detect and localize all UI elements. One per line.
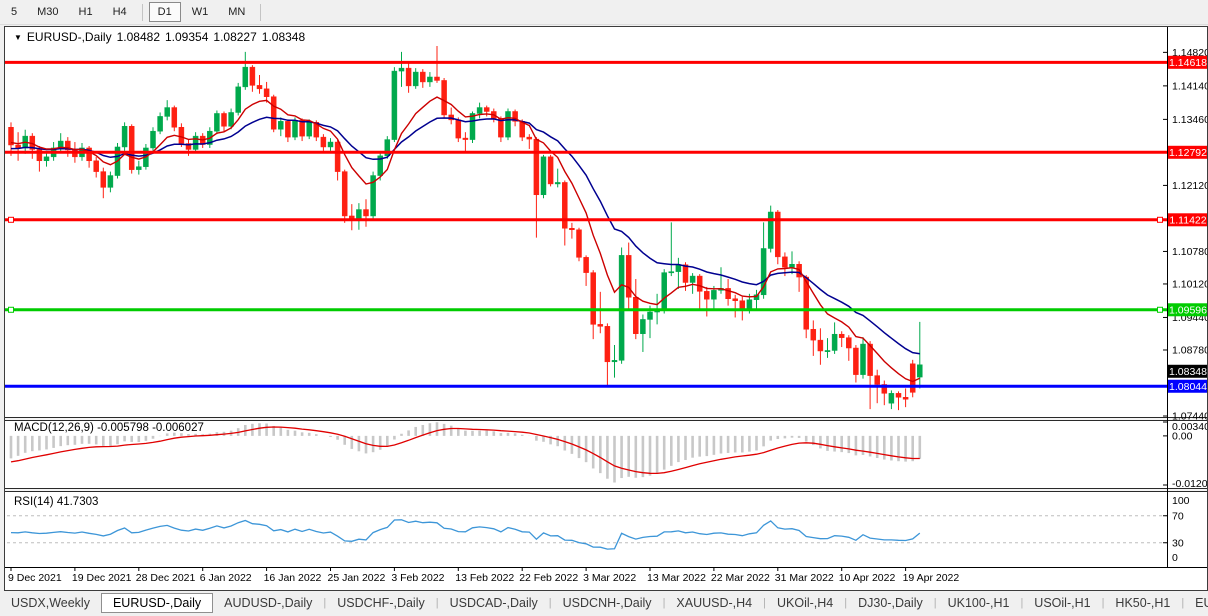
chart-symbol-label: EURUSD-,Daily	[26, 30, 112, 44]
svg-text:1.14140: 1.14140	[1172, 81, 1207, 93]
line-handle	[1157, 216, 1163, 223]
macd-signal-line	[10, 426, 920, 475]
timeframe-button-w1[interactable]: W1	[191, 6, 209, 18]
svg-text:-0.012058: -0.012058	[1172, 478, 1207, 490]
svg-text:6 Jan 2022: 6 Jan 2022	[200, 572, 252, 584]
svg-text:10 Apr 2022: 10 Apr 2022	[839, 572, 896, 584]
chart-tab-audusd-daily[interactable]: AUDUSD-,Daily	[224, 596, 313, 610]
tab-divider: |	[435, 597, 439, 609]
bar-open-value: 1.08482	[116, 30, 160, 44]
svg-text:0.00: 0.00	[1172, 430, 1193, 442]
tab-divider: |	[1020, 597, 1024, 609]
svg-text:1.11422: 1.11422	[1169, 215, 1206, 227]
line-handle	[8, 306, 14, 313]
chart-window: 1.14820 1.14140 1.13460 1.12120 1.10780 1.101…	[4, 26, 1208, 591]
chart-tab-xauusd-h4[interactable]: XAUUSD-,H4	[676, 596, 753, 610]
tab-divider: |	[1181, 597, 1185, 609]
svg-text:1.12120: 1.12120	[1172, 180, 1207, 192]
timeframe-button-5[interactable]: 5	[11, 6, 18, 18]
timeframe-button-mn[interactable]: MN	[228, 6, 246, 18]
svg-text:28 Dec 2021: 28 Dec 2021	[136, 572, 196, 584]
tab-divider: |	[933, 597, 937, 609]
chart-tab-ukoil-h4[interactable]: UKOil-,H4	[777, 596, 834, 610]
svg-text:19 Dec 2021: 19 Dec 2021	[72, 572, 132, 584]
price-chart-canvas[interactable]: 1.148201.141401.134601.121201.107801.101…	[5, 27, 1207, 590]
ma-fast-line	[10, 96, 921, 383]
timeframe-toolbar: 5 M30 H1 H4 D1 W1 MN	[0, 0, 1208, 25]
chart-tab-dj30-daily[interactable]: DJ30-,Daily	[858, 596, 923, 610]
tab-divider: |	[763, 597, 766, 609]
bar-low-value: 1.08227	[213, 30, 257, 44]
tab-divider: |	[662, 597, 666, 609]
rsi-line	[10, 519, 921, 550]
tab-divider: |	[548, 597, 552, 609]
svg-text:30: 30	[1172, 537, 1184, 549]
timeframe-button-h4[interactable]: H4	[112, 6, 127, 18]
svg-text:22 Feb 2022: 22 Feb 2022	[519, 572, 578, 584]
bar-close-value: 1.08348	[261, 30, 306, 44]
svg-text:13 Mar 2022: 13 Mar 2022	[647, 572, 706, 584]
chart-tabs-bar: USDX,Weekly EURUSD-,Daily AUDUSD-,Daily | US…	[0, 592, 1208, 614]
chart-tab-uk100-h1[interactable]: UK100-,H1	[947, 596, 1010, 610]
svg-text:1.14618: 1.14618	[1169, 57, 1207, 69]
tab-divider: |	[1101, 597, 1105, 609]
timeframe-button-h1[interactable]: H1	[78, 6, 93, 18]
svg-text:1.13460: 1.13460	[1172, 114, 1207, 126]
chart-tab-hk50-h1[interactable]: HK50-,H1	[1115, 596, 1171, 610]
toolbar-divider	[141, 3, 143, 21]
chart-tab-usdcad-daily[interactable]: USDCAD-,Daily	[449, 596, 538, 610]
chart-tab-usdx-weekly[interactable]: USDX,Weekly	[11, 596, 90, 610]
chart-tab-usoil-h1[interactable]: USOil-,H1	[1034, 596, 1091, 610]
svg-text:1.09596: 1.09596	[1169, 305, 1207, 317]
svg-text:70: 70	[1172, 510, 1184, 522]
svg-text:1.07440: 1.07440	[1172, 411, 1207, 423]
svg-text:1.08348: 1.08348	[1169, 366, 1207, 378]
svg-text:1.10780: 1.10780	[1172, 246, 1207, 258]
svg-text:16 Jan 2022: 16 Jan 2022	[264, 572, 322, 584]
svg-text:25 Jan 2022: 25 Jan 2022	[328, 572, 386, 584]
rsi-label: RSI(14) 41.7303	[14, 496, 99, 508]
line-handle	[1157, 306, 1163, 313]
chart-tab-usdchf-daily[interactable]: USDCHF-,Daily	[337, 596, 425, 610]
tab-divider: |	[323, 597, 327, 609]
bar-high-value: 1.09354	[165, 30, 209, 44]
collapse-arrow-icon[interactable]: ▼	[14, 32, 22, 42]
line-handle	[8, 216, 14, 223]
svg-text:31 Mar 2022: 31 Mar 2022	[775, 572, 834, 584]
svg-text:1.08780: 1.08780	[1172, 345, 1207, 357]
svg-text:3 Mar 2022: 3 Mar 2022	[583, 572, 636, 584]
svg-text:22 Mar 2022: 22 Mar 2022	[711, 572, 770, 584]
svg-text:1.08044: 1.08044	[1169, 381, 1207, 393]
chart-tab-eu[interactable]: EU	[1195, 596, 1208, 610]
svg-text:1.12792: 1.12792	[1169, 147, 1207, 159]
svg-text:9 Dec 2021: 9 Dec 2021	[8, 572, 62, 584]
timeframe-button-m30[interactable]: M30	[37, 6, 59, 18]
toolbar-divider	[260, 3, 262, 21]
svg-text:1.10120: 1.10120	[1172, 279, 1207, 291]
tab-divider: |	[844, 597, 848, 609]
macd-label: MACD(12,26,9) -0.005798 -0.006027	[14, 422, 204, 434]
svg-text:0.003408: 0.003408	[1172, 421, 1207, 433]
svg-text:13 Feb 2022: 13 Feb 2022	[455, 572, 514, 584]
svg-text:3 Feb 2022: 3 Feb 2022	[391, 572, 444, 584]
svg-text:19 Apr 2022: 19 Apr 2022	[903, 572, 960, 584]
timeframe-button-d1[interactable]: D1	[148, 2, 181, 22]
svg-text:0: 0	[1172, 552, 1178, 564]
chart-tab-usdcnh-daily[interactable]: USDCNH-,Daily	[562, 596, 652, 610]
chart-tab-eurusd-daily[interactable]: EURUSD-,Daily	[100, 593, 214, 613]
chart-title-bar: ▼ EURUSD-,Daily 1.08482 1.09354 1.08227 …	[14, 30, 305, 44]
svg-text:100: 100	[1172, 495, 1190, 507]
